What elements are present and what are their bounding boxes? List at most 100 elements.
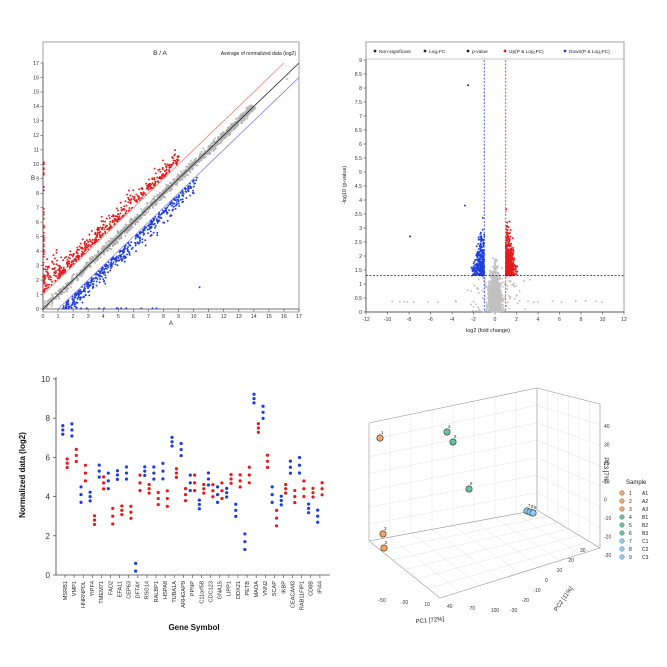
data-point — [101, 227, 103, 230]
data-point — [127, 196, 130, 199]
data-point — [230, 129, 233, 132]
data-point — [168, 209, 171, 212]
data-point — [86, 261, 89, 264]
data-point — [149, 227, 152, 230]
data-point — [182, 200, 185, 203]
data-point — [202, 147, 205, 150]
y-tick-label: 2 — [359, 254, 362, 260]
data-point — [99, 256, 102, 259]
data-point — [122, 249, 125, 252]
data-point — [233, 128, 236, 131]
data-point — [172, 162, 175, 165]
data-point — [120, 259, 123, 262]
data-point — [506, 248, 509, 251]
data-point — [52, 263, 55, 266]
data-point — [189, 194, 192, 197]
data-point — [504, 282, 507, 285]
data-point — [189, 185, 192, 188]
data-point — [204, 149, 207, 152]
data-point — [127, 198, 130, 201]
gene-label: HSPA8 — [163, 581, 169, 599]
data-point — [117, 237, 120, 240]
data-point — [154, 226, 156, 229]
data-point — [104, 282, 107, 285]
x-tick-label: -10 — [384, 317, 392, 323]
x-tick-label: 13 — [236, 314, 242, 320]
data-point — [246, 117, 249, 120]
data-point — [112, 215, 115, 218]
data-point — [153, 176, 156, 179]
data-point — [114, 240, 117, 243]
legend-label: Up(P & Log₂FC) — [509, 49, 544, 55]
data-point — [477, 248, 480, 251]
data-point — [225, 491, 229, 495]
data-point — [65, 287, 68, 290]
data-point — [87, 285, 90, 288]
gene-label: DDX21 — [236, 581, 242, 599]
data-point — [91, 258, 94, 261]
data-point — [45, 265, 47, 268]
data-point — [50, 278, 52, 281]
data-point — [97, 227, 100, 230]
data-point — [60, 273, 63, 275]
data-point — [87, 291, 90, 293]
data-point — [176, 181, 179, 184]
gene-label: HNRNPDL — [81, 581, 87, 608]
data-point — [116, 241, 119, 244]
data-point — [123, 250, 126, 253]
data-point — [95, 280, 98, 283]
y-tick-label: 8 — [359, 86, 362, 92]
data-point — [189, 171, 192, 174]
data-point — [595, 300, 598, 303]
data-point — [101, 247, 104, 250]
y-tick-label: 2 — [46, 532, 51, 541]
x-tick-label: 10 — [600, 317, 606, 323]
data-point — [491, 305, 494, 308]
data-point — [140, 193, 143, 196]
data-point — [103, 228, 106, 231]
data-point — [115, 473, 120, 477]
data-point — [42, 163, 45, 166]
data-point — [76, 293, 79, 295]
x-tick-label: 16 — [281, 314, 287, 320]
data-point — [252, 401, 256, 405]
data-point — [147, 224, 150, 227]
data-point — [158, 216, 161, 219]
data-point — [499, 296, 502, 299]
data-point — [206, 477, 211, 481]
data-point — [178, 194, 181, 197]
data-point — [42, 248, 45, 251]
data-point — [156, 176, 159, 179]
data-point — [509, 254, 512, 257]
data-point — [197, 502, 201, 507]
data-point — [514, 264, 517, 267]
data-point — [129, 202, 132, 205]
data-point — [54, 279, 57, 282]
data-point — [105, 217, 108, 220]
data-point — [491, 295, 494, 297]
data-point — [186, 166, 189, 169]
data-point — [46, 283, 49, 286]
data-point — [193, 182, 196, 185]
data-point — [81, 250, 83, 253]
data-point — [481, 216, 484, 219]
gene-label: CEP63 — [127, 581, 133, 599]
data-point — [70, 428, 74, 432]
data-point — [498, 310, 501, 313]
data-point — [91, 256, 94, 258]
data-point — [76, 279, 79, 282]
data-point — [518, 289, 521, 292]
data-point — [490, 310, 493, 313]
y-tick-label: 8 — [36, 191, 39, 197]
data-point — [115, 258, 118, 261]
data-point — [106, 471, 110, 475]
data-point — [145, 211, 148, 214]
data-point — [47, 286, 50, 289]
data-point — [152, 471, 156, 475]
data-point — [244, 111, 247, 114]
data-point — [507, 264, 510, 267]
data-point — [176, 201, 179, 203]
data-point — [81, 301, 84, 304]
y-tick-label: 7 — [359, 114, 362, 120]
y-tick-label: 5 — [36, 234, 39, 240]
